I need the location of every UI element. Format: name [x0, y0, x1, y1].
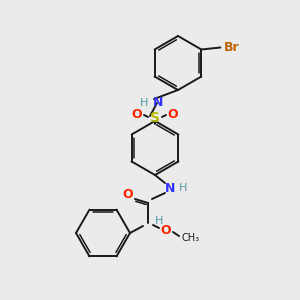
- Text: S: S: [150, 111, 160, 125]
- Text: N: N: [153, 97, 164, 110]
- Text: N: N: [165, 182, 175, 194]
- Text: CH₃: CH₃: [182, 233, 200, 243]
- Text: O: O: [123, 188, 133, 200]
- Text: H: H: [179, 183, 188, 193]
- Text: H: H: [155, 216, 164, 226]
- Text: O: O: [168, 109, 178, 122]
- Text: Br: Br: [224, 41, 239, 54]
- Text: O: O: [132, 109, 142, 122]
- Text: O: O: [161, 224, 171, 236]
- Text: H: H: [140, 98, 148, 108]
